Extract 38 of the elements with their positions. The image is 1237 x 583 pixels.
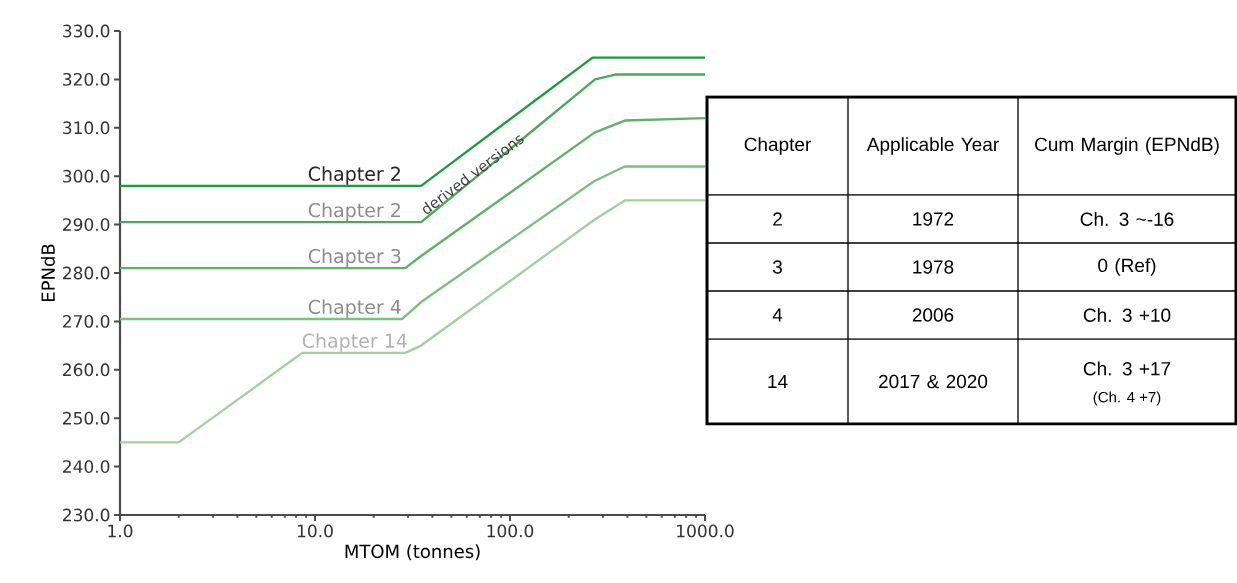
text: 1978 [913,260,954,274]
y-axis-title: EPNdB [41,244,55,301]
y-tick-label: 240.0 [63,460,110,474]
y-tick-label: 290.0 [63,218,110,232]
y-tick-label: 310.0 [63,121,110,135]
text: 2006 [912,308,954,322]
text: 14 [768,374,788,389]
text: (Ch. 4 +7) [1093,391,1161,406]
text: Ch. 3 +17 [1083,361,1171,376]
text: 2017 & 2020 [879,374,988,389]
series-label: Chapter 2 [308,166,400,185]
text: 0 (Ref) [1098,258,1156,276]
series-label: Chapter 14 [302,333,407,352]
text: 1972 [913,212,954,226]
x-tick-label: 1000.0 [677,524,734,538]
text: 4 [772,308,783,322]
text: Cum Margin (EPNdB) [1035,137,1219,155]
x-tick-label: 100.0 [487,524,534,538]
series-label: Chapter 3 [308,248,401,267]
y-tick-label: 320.0 [63,72,110,86]
y-tick-label: 250.0 [63,411,110,425]
text: Applicable Year [866,137,999,155]
y-tick-label: 280.0 [63,266,110,280]
x-axis-title: MTOM (tonnes) [345,544,480,561]
x-tick-label: 1.0 [108,524,133,538]
y-tick-label: 260.0 [63,363,110,377]
y-tick-label: 270.0 [63,314,110,328]
text: Ch. 3 +10 [1083,308,1171,322]
text: 3 [772,260,782,274]
y-tick-label: 330.0 [63,24,110,38]
y-tick-label: 300.0 [63,169,110,183]
text: 2 [773,212,782,226]
text: Ch. 3 ~-16 [1080,212,1174,226]
text: Chapter [744,137,811,155]
y-tick-label: 230.0 [63,508,110,522]
series-label: Chapter 4 [308,299,401,318]
x-tick-label: 10.0 [297,524,333,538]
series-label: Chapter 2 [308,202,400,221]
